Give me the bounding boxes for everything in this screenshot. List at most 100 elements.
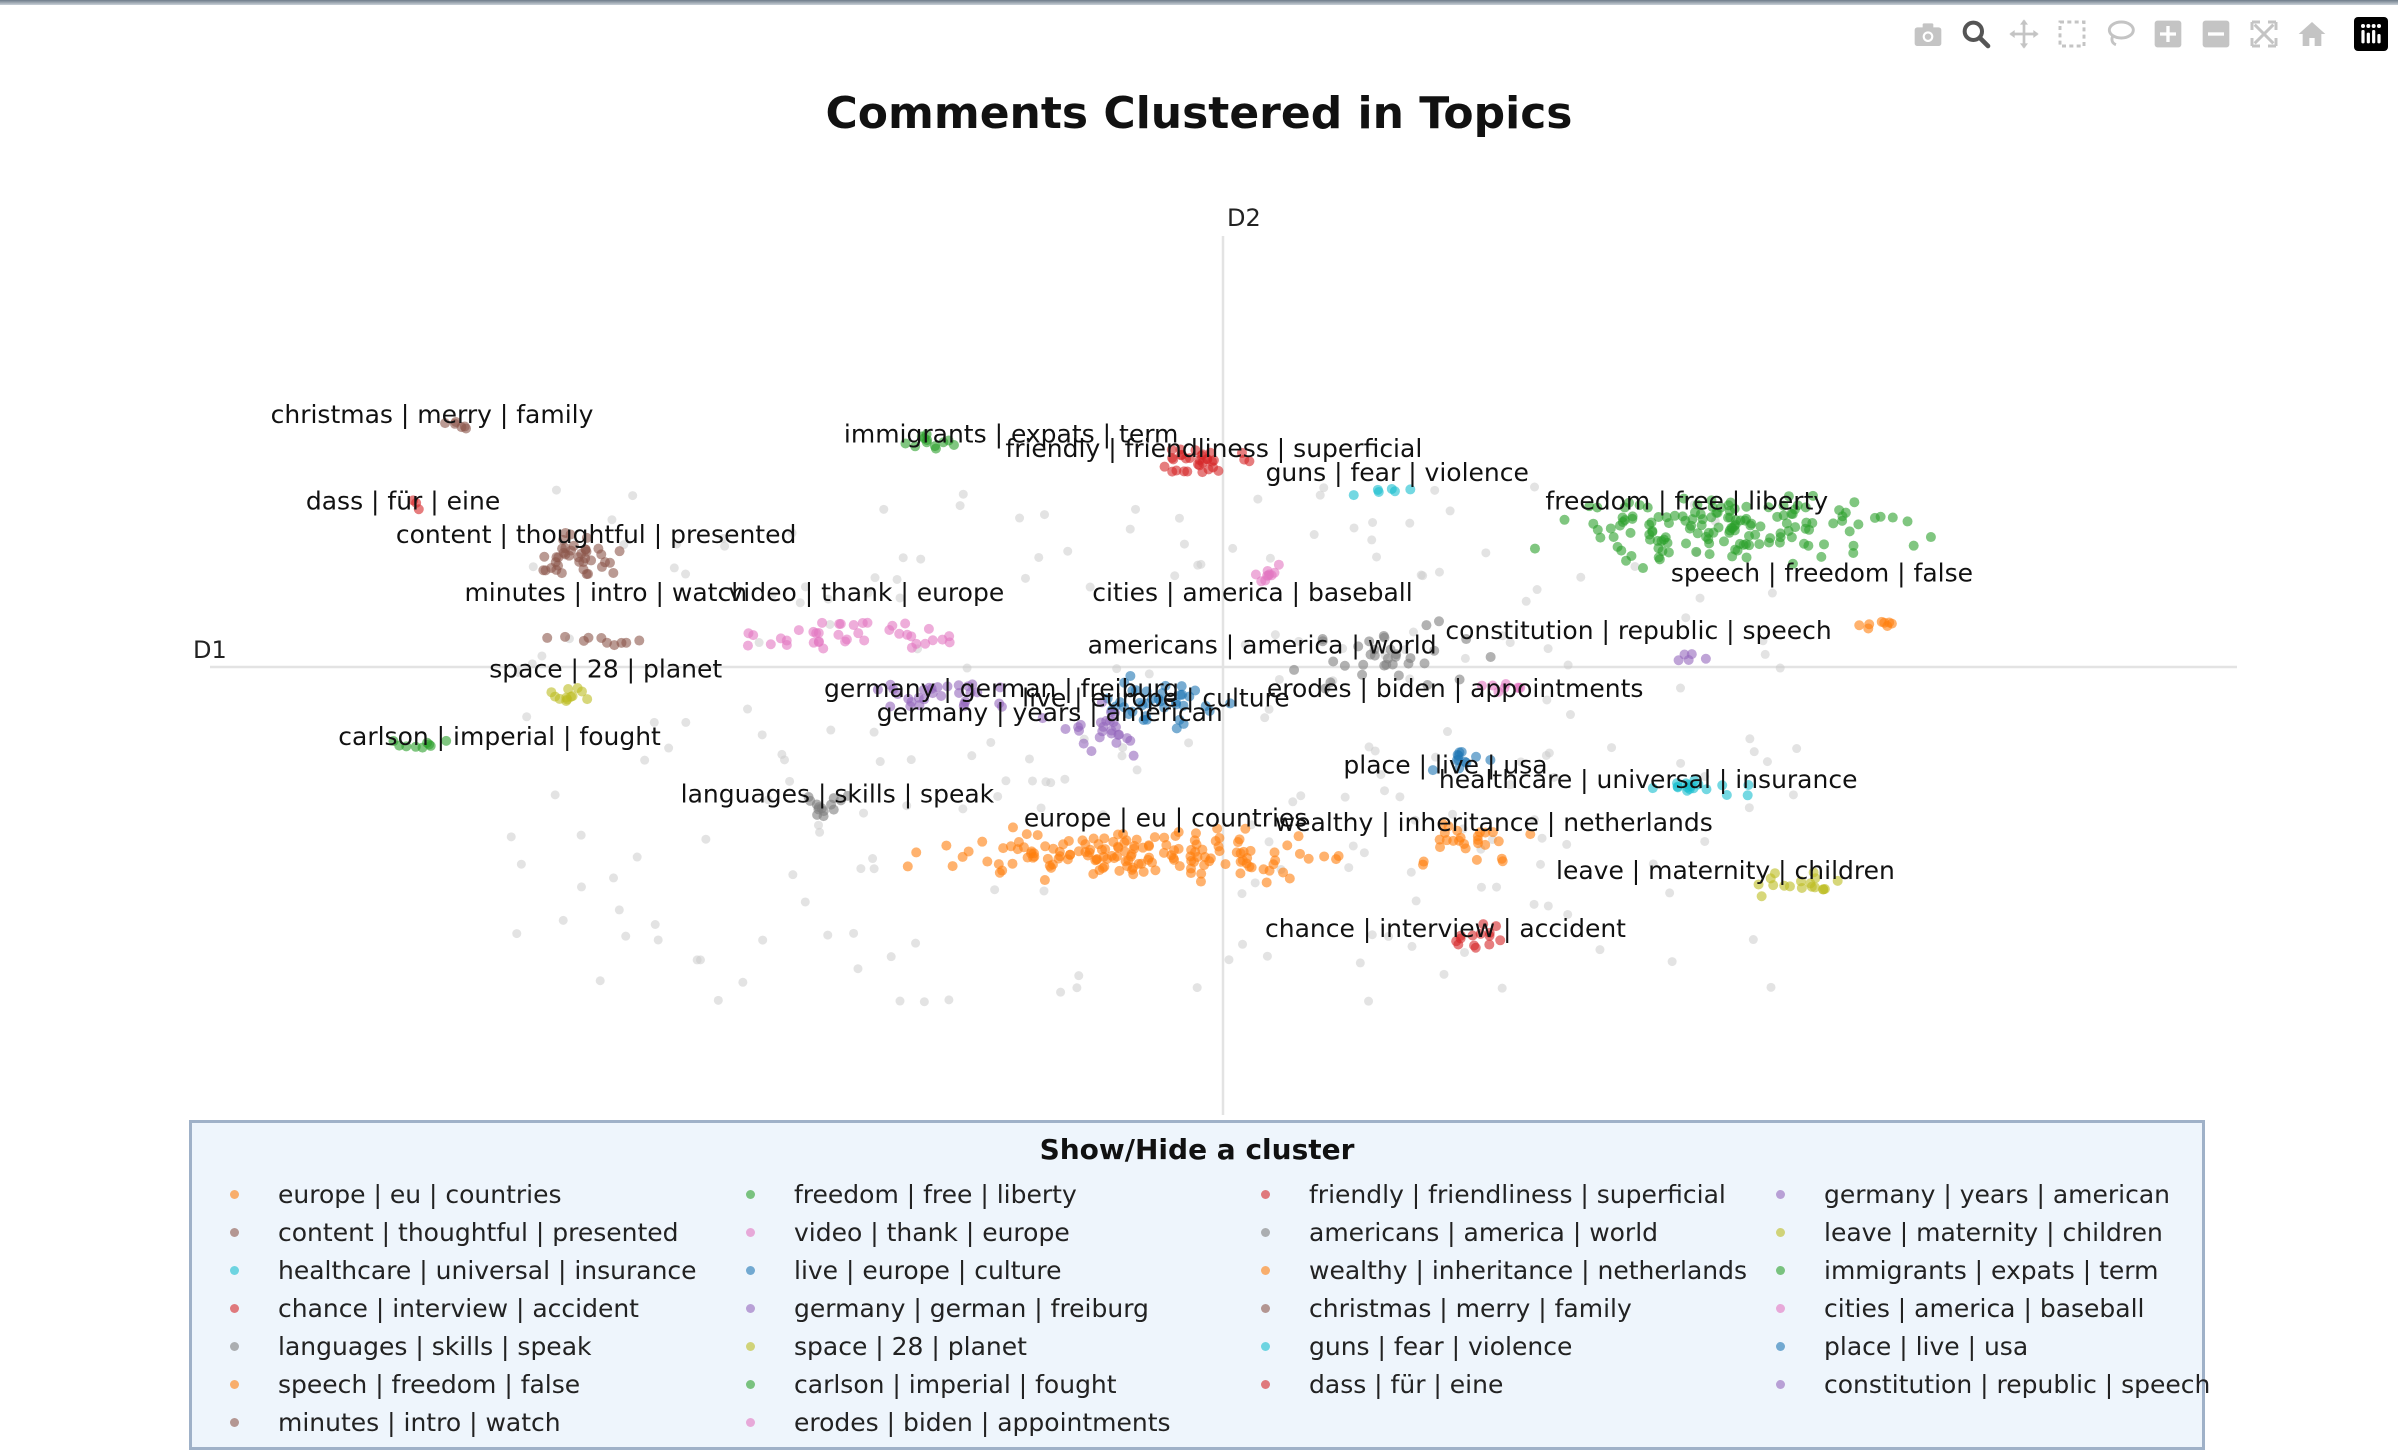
cluster-point[interactable] (1142, 698, 1153, 709)
cluster-point[interactable] (1419, 658, 1430, 669)
cluster-point[interactable] (440, 418, 451, 429)
legend-item[interactable]: chance | interview | accident (192, 1289, 692, 1327)
cluster-point[interactable] (1235, 848, 1246, 859)
cluster-point[interactable] (1207, 456, 1218, 467)
cluster-point[interactable] (972, 687, 983, 698)
cluster-point[interactable] (1190, 445, 1201, 456)
cluster-point[interactable] (1612, 541, 1623, 552)
cluster-point[interactable] (902, 629, 913, 640)
cluster-point[interactable] (1125, 735, 1136, 746)
cluster-point[interactable] (1422, 679, 1433, 690)
cluster-point[interactable] (1138, 866, 1149, 877)
cluster-point[interactable] (539, 551, 550, 562)
cluster-point[interactable] (1692, 499, 1703, 510)
cluster-point[interactable] (1819, 539, 1830, 550)
cluster-point[interactable] (1729, 503, 1740, 514)
cluster-point[interactable] (1453, 939, 1464, 950)
cluster-point[interactable] (998, 843, 1009, 854)
legend-item[interactable]: languages | skills | speak (192, 1327, 692, 1365)
cluster-point[interactable] (1328, 656, 1339, 667)
cluster-point[interactable] (1471, 751, 1482, 762)
cluster-point[interactable] (1614, 520, 1625, 531)
cluster-point[interactable] (894, 628, 905, 639)
cluster-point[interactable] (1417, 859, 1428, 870)
legend-item[interactable]: healthcare | universal | insurance (192, 1251, 697, 1289)
cluster-point[interactable] (1261, 877, 1272, 888)
cluster-point[interactable] (859, 635, 870, 646)
cluster-point[interactable] (1700, 653, 1711, 664)
cluster-point[interactable] (781, 640, 792, 651)
cluster-point[interactable] (1358, 659, 1369, 670)
cluster-point[interactable] (884, 625, 895, 636)
cluster-point[interactable] (1075, 719, 1086, 730)
cluster-point[interactable] (1372, 484, 1383, 495)
cluster-point[interactable] (1114, 865, 1125, 876)
lasso-select-icon[interactable] (2100, 14, 2140, 54)
cluster-point[interactable] (834, 618, 845, 629)
cluster-point[interactable] (1487, 680, 1498, 691)
zoom-out-icon[interactable] (2196, 14, 2236, 54)
cluster-point[interactable] (1755, 521, 1766, 532)
cluster-point[interactable] (1062, 854, 1073, 865)
cluster-point[interactable] (1487, 827, 1498, 838)
cluster-point[interactable] (1828, 518, 1839, 529)
cluster-point[interactable] (1740, 539, 1751, 550)
cluster-point[interactable] (1153, 694, 1164, 705)
cluster-point[interactable] (1175, 444, 1186, 455)
cluster-point[interactable] (1391, 649, 1402, 660)
cluster-point[interactable] (967, 679, 978, 690)
cluster-point[interactable] (1717, 780, 1728, 791)
cluster-point[interactable] (1086, 746, 1097, 757)
cluster-point[interactable] (900, 438, 911, 449)
cluster-point[interactable] (1250, 569, 1261, 580)
cluster-point[interactable] (1178, 700, 1189, 711)
cluster-point[interactable] (1080, 846, 1091, 857)
cluster-point[interactable] (1816, 551, 1827, 562)
cluster-point[interactable] (1433, 616, 1444, 627)
cluster-point[interactable] (1800, 502, 1811, 513)
cluster-point[interactable] (1732, 545, 1743, 556)
cluster-point[interactable] (1196, 868, 1207, 879)
legend-item[interactable]: video | thank | europe (708, 1213, 1208, 1251)
cluster-point[interactable] (1691, 546, 1702, 557)
cluster-point[interactable] (805, 795, 816, 806)
cluster-point[interactable] (1293, 831, 1304, 842)
cluster-point[interactable] (1721, 789, 1732, 800)
cluster-point[interactable] (1756, 891, 1767, 902)
cluster-point[interactable] (1461, 757, 1472, 768)
cluster-point[interactable] (1225, 698, 1236, 709)
cluster-point[interactable] (1094, 865, 1105, 876)
cluster-point[interactable] (616, 637, 627, 648)
cluster-point[interactable] (982, 856, 993, 867)
cluster-point[interactable] (1653, 552, 1664, 563)
cluster-point[interactable] (1186, 844, 1197, 855)
cluster-point[interactable] (1246, 862, 1257, 873)
cluster-point[interactable] (1902, 516, 1913, 527)
cluster-point[interactable] (1787, 509, 1798, 520)
cluster-point[interactable] (1778, 500, 1789, 511)
cluster-point[interactable] (1244, 456, 1255, 467)
cluster-point[interactable] (1786, 532, 1797, 543)
legend-item[interactable]: live | europe | culture (708, 1251, 1208, 1289)
cluster-point[interactable] (1234, 834, 1245, 845)
cluster-point[interactable] (1032, 830, 1043, 841)
cluster-point[interactable] (1273, 559, 1284, 570)
cluster-point[interactable] (1634, 500, 1645, 511)
cluster-point[interactable] (1686, 649, 1697, 660)
cluster-point[interactable] (920, 638, 931, 649)
cluster-point[interactable] (546, 562, 557, 573)
cluster-point[interactable] (927, 688, 938, 699)
cluster-point[interactable] (910, 441, 921, 452)
cluster-point[interactable] (1652, 535, 1663, 546)
cluster-point[interactable] (1642, 502, 1653, 513)
cluster-point[interactable] (1653, 512, 1664, 523)
cluster-point[interactable] (1126, 849, 1137, 860)
cluster-point[interactable] (1876, 616, 1887, 627)
cluster-point[interactable] (1588, 518, 1599, 529)
cluster-point[interactable] (1484, 930, 1495, 941)
cluster-point[interactable] (936, 690, 947, 701)
cluster-point[interactable] (1525, 829, 1536, 840)
cluster-point[interactable] (1053, 853, 1064, 864)
cluster-point[interactable] (459, 421, 470, 432)
cluster-point[interactable] (1077, 835, 1088, 846)
